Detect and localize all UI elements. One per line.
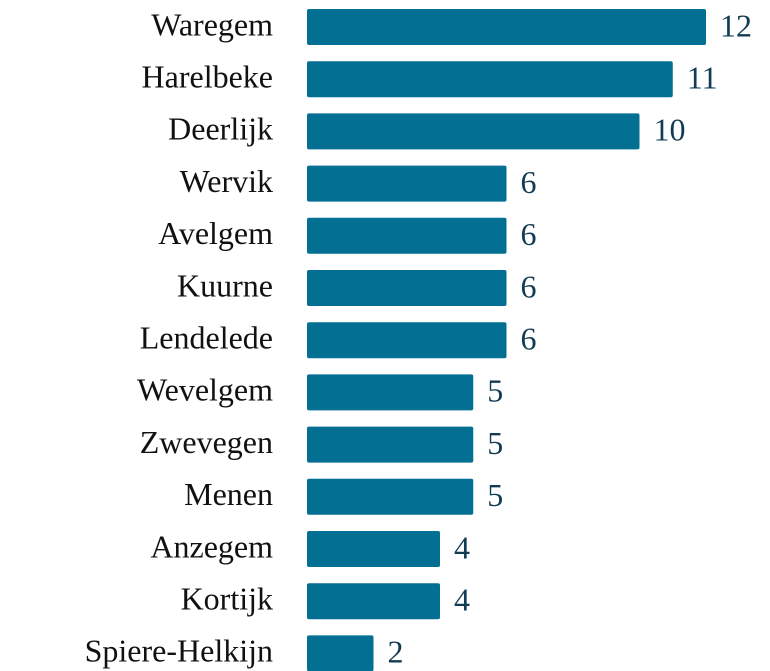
bar <box>307 113 640 150</box>
bar <box>307 374 474 411</box>
value-label: 4 <box>454 529 470 565</box>
bar <box>307 9 706 45</box>
value-label: 11 <box>687 60 718 96</box>
category-label: Kuurne <box>177 267 273 303</box>
category-label: Spiere-Helkijn <box>85 633 273 669</box>
category-label: Deerlijk <box>168 111 273 147</box>
value-label: 6 <box>521 268 537 304</box>
bar <box>307 478 474 515</box>
category-label: Zwevegen <box>140 424 273 460</box>
category-label: Menen <box>184 476 273 512</box>
value-label: 5 <box>487 477 503 513</box>
bar <box>307 583 440 620</box>
value-label: 5 <box>487 373 503 409</box>
category-label: Kortijk <box>181 581 273 617</box>
value-label: 5 <box>487 425 503 461</box>
category-label: Waregem <box>151 6 273 42</box>
value-label: 6 <box>521 321 537 357</box>
category-label: Avelgem <box>158 215 273 251</box>
category-label: Anzegem <box>150 528 273 564</box>
bar <box>307 322 507 359</box>
bar <box>307 61 673 98</box>
value-label: 6 <box>521 216 537 252</box>
bar <box>307 217 507 254</box>
value-label: 12 <box>720 7 752 43</box>
bar <box>307 270 507 306</box>
value-label: 4 <box>454 582 470 618</box>
value-label: 6 <box>521 164 537 200</box>
bar <box>307 635 374 671</box>
value-label: 10 <box>654 112 686 148</box>
category-label: Harelbeke <box>142 59 273 95</box>
bar <box>307 531 440 567</box>
category-label: Wevelgem <box>137 372 273 408</box>
category-label: Wervik <box>180 163 273 199</box>
bar <box>307 426 474 463</box>
category-label: Lendelede <box>140 320 273 356</box>
bar <box>307 165 507 202</box>
value-label: 2 <box>388 634 404 670</box>
